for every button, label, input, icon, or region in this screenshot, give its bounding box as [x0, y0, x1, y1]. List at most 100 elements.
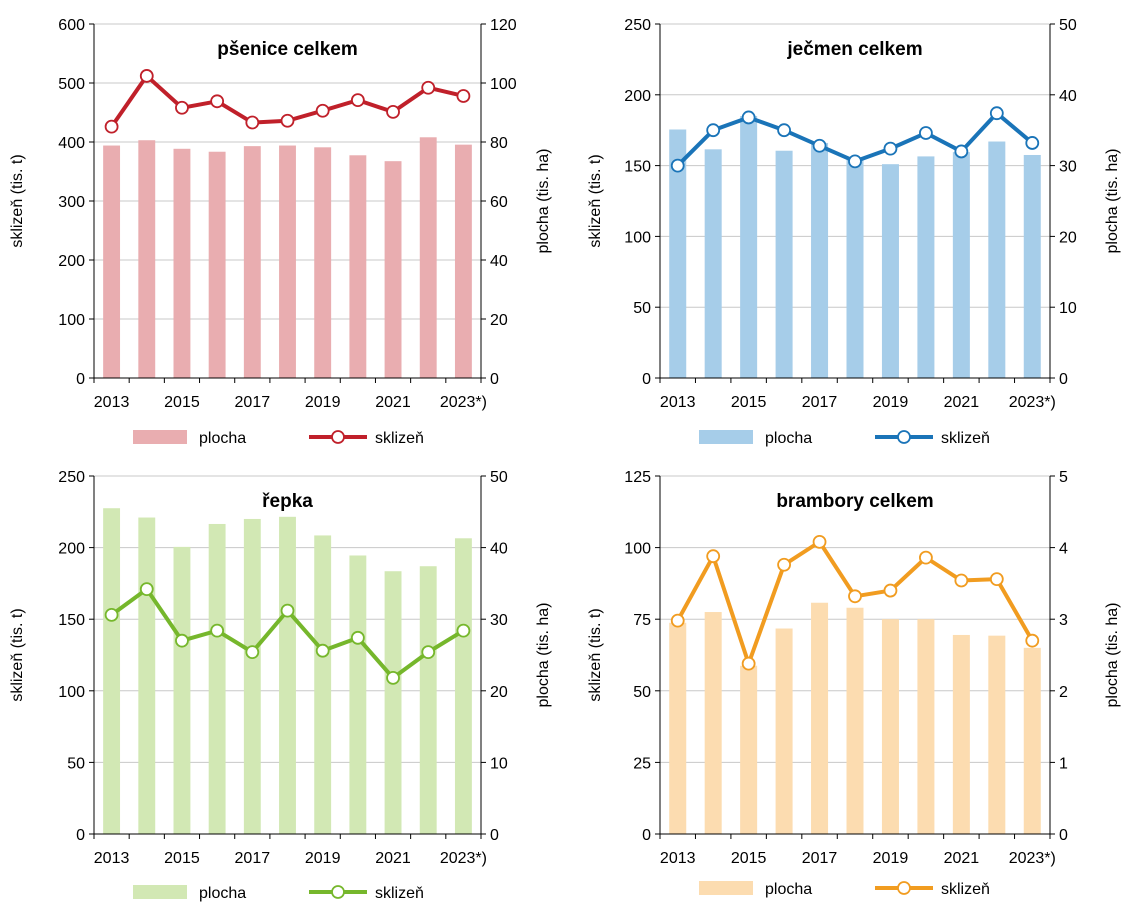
y-tick-label-right: 0: [490, 371, 499, 388]
x-tick-label: 2023*): [1009, 394, 1056, 411]
y-tick-label-left: 400: [58, 135, 85, 152]
y-tick-label-right: 30: [1059, 159, 1077, 176]
y-tick-label-right: 0: [1059, 371, 1068, 388]
y-tick-label-right: 80: [490, 135, 508, 152]
x-tick-label: 2019: [305, 850, 341, 867]
bar: [811, 142, 829, 378]
y-tick-label-right: 3: [1059, 612, 1068, 629]
chart-title: brambory celkem: [776, 491, 933, 512]
legend: plocha sklizeň: [133, 885, 424, 902]
line-point: [919, 550, 933, 565]
x-tick-label: 2023*): [440, 850, 487, 867]
x-tick-label: 2017: [802, 850, 838, 867]
bar: [173, 148, 191, 378]
legend-label: plocha: [765, 881, 812, 898]
bar: [243, 518, 261, 834]
bar: [881, 619, 899, 834]
line-point: [741, 110, 756, 125]
line-point: [1025, 633, 1040, 648]
legend-label: sklizeň: [375, 430, 424, 447]
y-tick-label-right: 120: [490, 17, 517, 34]
y-tick-label-right: 30: [490, 612, 508, 629]
bar: [846, 159, 864, 378]
line-point: [1025, 136, 1040, 150]
y-tick-label-right: 10: [1059, 300, 1077, 317]
line-point: [421, 80, 436, 95]
bar: [419, 566, 437, 834]
bar: [138, 517, 156, 834]
legend-label: plocha: [765, 430, 812, 447]
line-point: [350, 93, 365, 108]
y-tick-label-right: 1: [1059, 755, 1068, 772]
y-tick-label-right: 0: [490, 827, 499, 844]
x-tick-label: 2019: [873, 394, 909, 411]
bar: [740, 116, 758, 378]
legend: plocha sklizeň: [699, 430, 990, 447]
bar: [881, 164, 899, 378]
legend-swatch-marker: [331, 430, 345, 444]
bar: [279, 516, 296, 834]
legend-swatch-bar: [133, 885, 187, 899]
line-point: [954, 144, 969, 159]
bar: [103, 508, 121, 834]
x-tick-label: 2013: [660, 850, 696, 867]
y-tick-label-right: 20: [1059, 229, 1077, 246]
y-tick-label-left: 0: [76, 827, 85, 844]
bar: [349, 555, 367, 834]
y-tick-label-left: 100: [58, 312, 85, 329]
bar: [917, 619, 935, 834]
chart-panel: 0 50 100 150 200 250 0 10 20 30 40 50 2013 2015 2017 20…: [587, 17, 1121, 447]
x-tick-label: 2013: [94, 850, 130, 867]
x-tick-label: 2013: [660, 394, 696, 411]
bar: [704, 149, 722, 378]
bar: [846, 607, 864, 834]
x-tick-label: 2021: [944, 850, 980, 867]
chart-title: řepka: [262, 491, 313, 512]
line-point: [315, 103, 330, 118]
x-tick-label: 2015: [164, 394, 200, 411]
line-point: [280, 603, 295, 618]
line-point: [456, 623, 471, 638]
line-point: [350, 630, 365, 645]
bar: [279, 145, 296, 378]
x-tick-label: 2017: [235, 394, 271, 411]
bar: [669, 622, 687, 834]
y-tick-label-right: 40: [490, 253, 508, 270]
line-point: [812, 534, 827, 549]
line-point: [741, 656, 756, 671]
line-point: [175, 633, 189, 648]
legend-label: sklizeň: [941, 430, 990, 447]
y-tick-label-right: 0: [1059, 827, 1068, 844]
line-point: [777, 557, 791, 572]
bar: [775, 628, 793, 834]
y-tick-label-left: 50: [633, 300, 651, 317]
x-tick-label: 2021: [375, 850, 411, 867]
line-point: [210, 94, 225, 109]
line-point: [280, 113, 295, 128]
bar: [384, 161, 402, 378]
line-point: [883, 583, 898, 598]
line-point: [386, 671, 400, 685]
chart-panel: 0 100 200 300 400 500 600 0 20 40 60 80 100 120 2013 20…: [9, 17, 552, 447]
legend: plocha sklizeň: [133, 430, 424, 447]
bar: [384, 571, 402, 834]
y-tick-label-left: 200: [58, 253, 85, 270]
y-tick-label-right: 2: [1059, 684, 1068, 701]
chart-panel: 0 50 100 150 200 250 0 10 20 30 40 50 2013 2015 2017 20…: [9, 469, 552, 902]
y-tick-label-left: 100: [624, 541, 651, 558]
x-tick-label: 2023*): [440, 394, 487, 411]
y-axis-label-right: plocha (tis. ha): [1104, 603, 1121, 708]
bar: [208, 523, 226, 834]
y-tick-label-left: 0: [642, 371, 651, 388]
line-point: [175, 100, 189, 115]
y-tick-label-left: 25: [633, 755, 651, 772]
y-axis-label-right: plocha (tis. ha): [1104, 149, 1121, 254]
y-tick-label-left: 250: [58, 469, 85, 486]
bar: [173, 546, 191, 834]
line-point: [706, 123, 721, 138]
line-point: [139, 582, 154, 597]
chart-panel: 0 25 50 75 100 125 0 1 2 3 4 5 2013 2015 2017 2019 2021 2…: [587, 469, 1121, 898]
bar: [811, 602, 829, 834]
